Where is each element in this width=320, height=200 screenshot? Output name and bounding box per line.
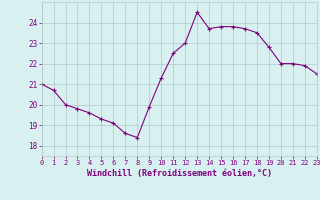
X-axis label: Windchill (Refroidissement éolien,°C): Windchill (Refroidissement éolien,°C) — [87, 169, 272, 178]
